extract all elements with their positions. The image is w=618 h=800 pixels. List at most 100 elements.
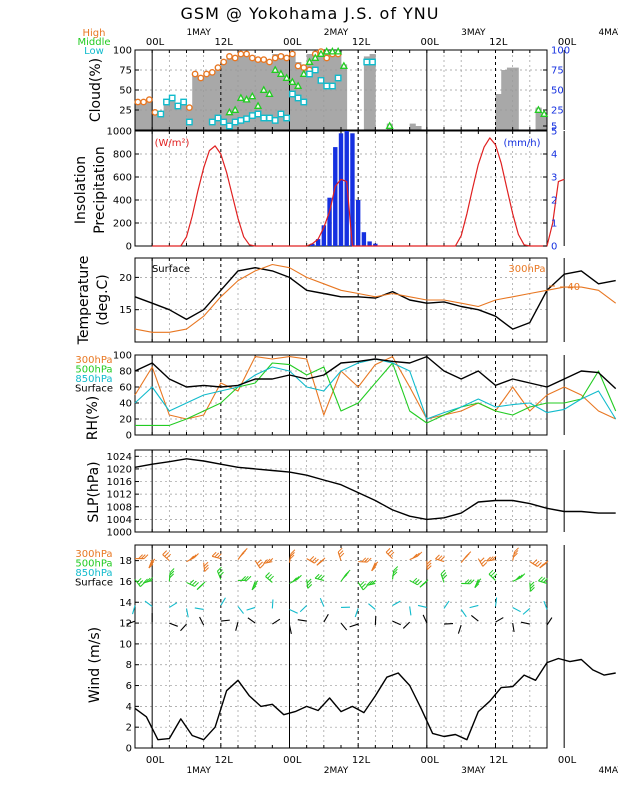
wind-barb-flag (203, 561, 209, 567)
wind-barb (289, 608, 298, 614)
wind-barb (494, 597, 498, 607)
wind-surface-line (134, 657, 616, 741)
cloud-legend: High Middle Low (77, 28, 110, 57)
wind-barb-flag (338, 550, 344, 555)
wind-barb (288, 624, 292, 634)
wind-barb (263, 561, 273, 565)
precipitation-bars (310, 131, 378, 246)
cloud-point (277, 110, 285, 118)
wind-barb (297, 619, 307, 622)
wind-barb-flag (372, 564, 378, 569)
wind-barb (148, 559, 153, 569)
wind-barb-flag (143, 578, 148, 584)
cloud-bar (146, 99, 153, 130)
wind-barb-flag (359, 581, 365, 586)
wind-barb (409, 579, 418, 586)
wind-barb (235, 621, 239, 631)
cloud-bar (152, 112, 159, 130)
wind-barb (469, 604, 479, 609)
wind-barb-flag (311, 557, 317, 563)
y-tick-label: 6 (126, 681, 132, 692)
wind-barb-flag (463, 555, 468, 561)
y-tick-label: 18 (119, 556, 132, 567)
cloud-point (306, 70, 313, 78)
wind-barb-flag (486, 556, 491, 562)
wind-barb-flag (337, 547, 343, 553)
cloud-bar (541, 112, 548, 130)
cloud-point (534, 105, 543, 113)
wind-barb-flag (342, 574, 348, 579)
cloud-point (317, 76, 325, 84)
wind-barb (306, 558, 315, 564)
cloud-point (328, 47, 337, 55)
wind-barb-flag (269, 575, 274, 581)
wind-barb-flag (194, 553, 199, 558)
cloud-bar (209, 72, 216, 130)
wind-legend-item: Surface (75, 578, 113, 589)
top-time-label: 00L (283, 37, 302, 48)
bottom-time-label: 00L (146, 755, 165, 766)
y-tick-label: 4 (126, 702, 132, 713)
wind-barb-flag (513, 550, 519, 555)
y-tick-label: 15 (119, 305, 132, 316)
wind-barb (474, 579, 479, 588)
cloud-point (260, 114, 268, 122)
wind-barb-flag (364, 557, 369, 563)
y-tick-label: 800 (113, 150, 132, 161)
wind-barb (199, 616, 205, 626)
cloud-point (253, 101, 263, 109)
wind-barb (143, 579, 153, 584)
y-tick-label: 75 (119, 66, 132, 77)
cloud-point (334, 47, 343, 55)
wind-barb (247, 617, 256, 624)
cloud-bar (306, 54, 313, 130)
wind-barb-flag (267, 573, 272, 579)
bottom-date-label: 1MAY (186, 766, 211, 776)
wind-barb (495, 617, 504, 623)
right-y-tick-label: 4 (551, 150, 557, 161)
legend-low: Low (84, 46, 104, 57)
wind-barb-flag (389, 551, 395, 557)
wind-barb (460, 609, 467, 618)
bottom-time-label: 00L (421, 755, 440, 766)
wind-barb (319, 597, 325, 607)
cloud-bar (341, 64, 348, 130)
wind-barb-flag (361, 557, 367, 563)
top-time-label: 12L (489, 37, 508, 48)
wind-barb-flag (191, 554, 197, 560)
wind-barb-flag (217, 553, 222, 559)
wind-barb-flag (479, 557, 485, 563)
wind-barb-flag (385, 547, 391, 553)
top-time-axis: 00L 12L 00L 12L 00L 12L 00L 1MAY 2MAY 3MAY 4MAY (146, 28, 618, 48)
wind-barb-flag (464, 579, 470, 584)
y-tick-label: 1008 (107, 502, 132, 513)
cloud-point (329, 82, 336, 90)
right-y-tick-label: 5 (551, 127, 557, 138)
wind-barb (162, 554, 170, 562)
temperature-line-surface (134, 267, 616, 330)
wind-barb-flag (194, 582, 199, 587)
wind-barb-flag (469, 579, 475, 585)
cloud-bar (318, 51, 325, 130)
cloud-point (226, 53, 233, 60)
wind-barb-flag (251, 585, 257, 591)
wind-ylabel: Wind (m/s) (87, 627, 103, 703)
wind-barb-flag (148, 577, 154, 582)
wind-barb-flag (537, 562, 542, 567)
wind-barb-flag (189, 555, 195, 561)
cloud-bar (363, 56, 371, 130)
wind-barb (254, 560, 261, 569)
cloud-point (323, 82, 331, 90)
bottom-time-label: 00L (283, 755, 302, 766)
wind-barb (422, 614, 428, 624)
wind-barb (337, 551, 342, 561)
wind-barb (385, 551, 393, 560)
wind-barb-flag (415, 552, 420, 558)
wind-barb-flag (219, 571, 224, 577)
wind-barb (520, 621, 530, 625)
y-tick-label: 12 (119, 619, 132, 630)
wind-barb (443, 600, 450, 609)
y-tick-label: 100 (113, 46, 132, 57)
wind-barb-flag (204, 567, 209, 572)
cloud-point (300, 98, 308, 106)
